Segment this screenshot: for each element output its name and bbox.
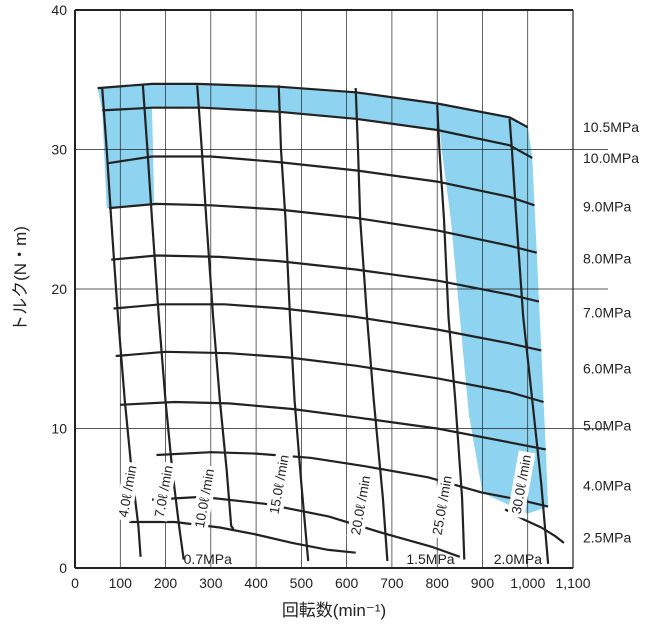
pressure-curve [106,155,535,207]
x-tick-label: 300 [199,575,223,591]
shaded-regions [97,83,549,514]
y-tick-label: 10 [51,421,67,437]
x-axis-title: 回転数(min⁻¹) [282,601,386,620]
shaded-region-left-block [102,107,155,209]
pressure-curve [129,520,356,554]
x-tick-label: 900 [471,575,495,591]
y-tick-label: 40 [51,2,67,18]
flow-label-group: 25.0ℓ /min [428,471,457,540]
x-tick-label: 700 [380,575,404,591]
pressure-label: 10.0MPa [583,150,639,166]
flow-label-bg [428,471,457,540]
pressure-curve [115,350,544,404]
flow-label: 25.0ℓ /min [430,474,455,536]
flow-label-bg [190,464,219,533]
flow-label-group: 7.0ℓ /min [150,461,178,522]
x-tick-label: 1,100 [555,575,590,591]
pressure-label: 4.0MPa [583,478,631,494]
pressure-curve [120,400,547,451]
x-tick-label: 0 [71,575,79,591]
pressure-curve [111,254,540,303]
pressure-label: 5.0MPa [583,418,631,434]
flow-label: 20.0ℓ /min [348,474,373,536]
flow-label: 15.0ℓ /min [267,454,292,516]
x-tick-label: 600 [335,575,359,591]
pressure-label: 1.5MPa [406,551,454,567]
y-tick-label: 30 [51,142,67,158]
x-tick-label: 200 [154,575,178,591]
pressure-label: 9.0MPa [583,199,631,215]
pressure-label: 6.0MPa [583,361,631,377]
pressure-label: 2.0MPa [494,551,542,567]
pressure-curve [108,202,538,254]
pressure-curve [113,303,542,352]
flow-curve [196,85,235,530]
shaded-region-right-band [437,103,549,514]
pressure-curve [97,82,529,129]
x-tick-label: 500 [290,575,314,591]
y-tick-label: 0 [59,560,67,576]
flow-label-bg [150,461,178,522]
flow-label-bg [114,461,142,522]
flow-curve [508,118,550,564]
flow-curve [277,85,310,562]
x-tick-label: 1,000 [510,575,545,591]
pressure-curve [102,106,533,159]
y-axis-title: トルク(N・m) [11,226,30,332]
axes: 0 100 200 300 400 500 600 700 800 900 1,000 1,100 0 1… [11,2,591,620]
pressure-label: 0.7MPa [184,551,232,567]
x-tick-label: 800 [426,575,450,591]
x-tick-label: 400 [244,575,268,591]
labels: 10.5MPa 10.0MPa 9.0MPa 8.0MPa 7.0MPa 6.0MPa 5.… [114,119,639,567]
flow-label-bg [346,471,375,540]
flow-label-bg [507,450,536,519]
flow-curve [436,104,466,560]
flow-curve [354,88,389,562]
flow-label-group: 4.0ℓ /min [114,461,142,522]
x-tick-label: 100 [109,575,133,591]
flow-curve [101,88,142,557]
pressure-label: 10.5MPa [583,119,639,135]
pressure-label: 2.5MPa [583,529,631,545]
flow-curve [141,85,185,560]
flow-label-bg [265,450,294,519]
pressure-label: 8.0MPa [583,250,631,266]
y-tick-label: 20 [51,281,67,297]
pressure-label: 7.0MPa [583,305,631,321]
